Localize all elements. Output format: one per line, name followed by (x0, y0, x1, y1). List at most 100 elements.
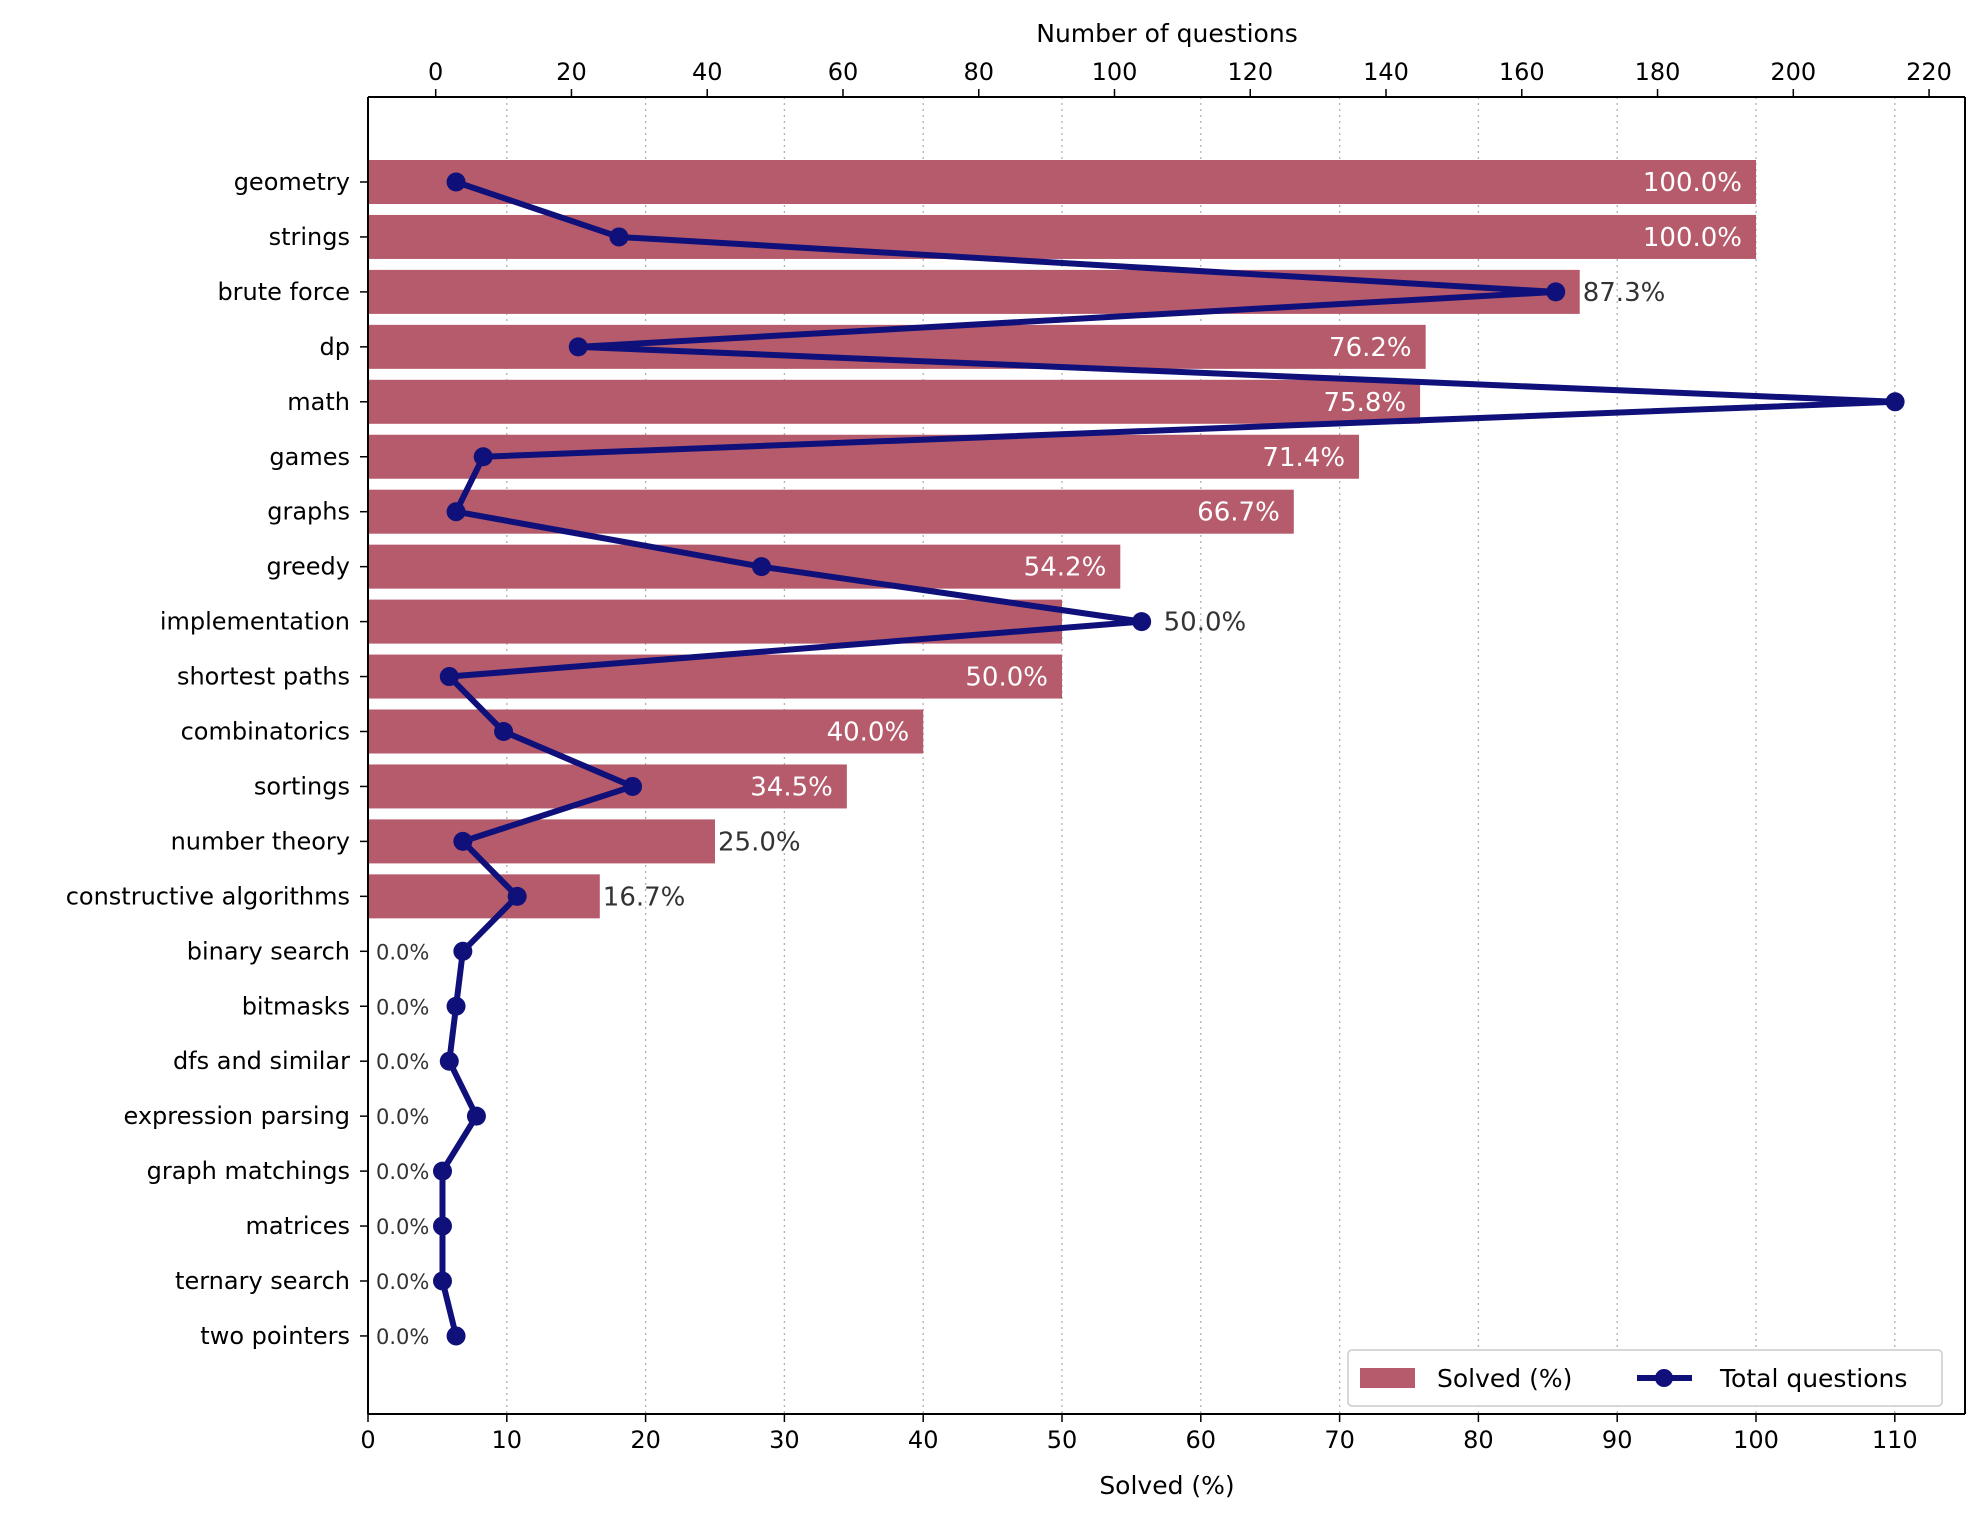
x-tick-label-0: 0 (360, 1426, 375, 1454)
x-tick-label-30: 30 (769, 1426, 800, 1454)
legend-swatch-total-marker (1655, 1369, 1673, 1387)
total-questions-marker (453, 831, 473, 851)
total-questions-marker (609, 227, 629, 247)
top-tick-label-140: 140 (1363, 58, 1409, 86)
x-tick-label-100: 100 (1733, 1426, 1779, 1454)
bar-value-label: 0.0% (376, 1270, 429, 1294)
total-questions-line (439, 179, 1899, 1337)
bar-value-label: 16.7% (603, 882, 686, 912)
x-tick-label-70: 70 (1324, 1426, 1355, 1454)
bar-value-label: 0.0% (376, 1050, 429, 1074)
top-tick-label-220: 220 (1906, 58, 1952, 86)
bar-constructive-algorithms (368, 874, 600, 919)
total-questions-marker (446, 172, 466, 192)
total-questions-marker (1546, 282, 1566, 302)
top-axis-title: Number of questions (1036, 19, 1297, 48)
total-questions-marker (473, 447, 493, 467)
bar-value-label: 50.0% (1164, 608, 1247, 638)
total-questions-marker (446, 996, 466, 1016)
total-questions-marker (568, 337, 588, 357)
x-tick-label-20: 20 (630, 1426, 661, 1454)
top-tick-label-40: 40 (692, 58, 723, 86)
x-tick-label-90: 90 (1602, 1426, 1633, 1454)
legend-swatch-solved (1360, 1368, 1415, 1388)
total-questions-marker (752, 557, 772, 577)
total-questions-marker (439, 667, 459, 687)
category-label: implementation (160, 608, 350, 636)
bar-value-label: 71.4% (1262, 443, 1345, 473)
category-label: ternary search (175, 1267, 350, 1295)
x-tick-label-50: 50 (1047, 1426, 1078, 1454)
bar-value-label: 25.0% (718, 827, 801, 857)
line-series-total-questions (432, 172, 1905, 1346)
top-tick-label-60: 60 (828, 58, 859, 86)
category-label: strings (269, 223, 350, 251)
x-tick-label-80: 80 (1463, 1426, 1494, 1454)
x-axis-title: Solved (%) (1099, 1471, 1234, 1500)
bar-value-label: 75.8% (1323, 388, 1406, 418)
bar-value-label: 0.0% (376, 995, 429, 1019)
total-questions-marker (446, 1326, 466, 1346)
bar-sortings (368, 764, 847, 809)
bar-value-label: 0.0% (376, 1325, 429, 1349)
category-label: dfs and similar (173, 1047, 350, 1075)
legend: Solved (%) Total questions (1347, 1349, 1943, 1407)
bar-value-label: 100.0% (1643, 223, 1742, 253)
bar-value-label: 0.0% (376, 1105, 429, 1129)
top-tick-label-200: 200 (1770, 58, 1816, 86)
bar-value-label: 76.2% (1329, 333, 1412, 363)
category-label: two pointers (200, 1322, 350, 1350)
total-questions-marker (453, 941, 473, 961)
bar-value-label: 34.5% (750, 772, 833, 802)
category-label: number theory (171, 827, 350, 855)
top-tick-label-20: 20 (556, 58, 587, 86)
category-label: math (287, 388, 350, 416)
bar-value-label: 0.0% (376, 940, 429, 964)
total-questions-marker (1885, 392, 1905, 412)
bar-combinatorics (368, 709, 924, 754)
axes: 0 10 20 30 40 50 60 70 80 90 100 110 0 20 40 60 80 100 120… (66, 58, 1966, 1454)
bar-value-label: 40.0% (827, 718, 910, 748)
bar-geometry (368, 160, 1756, 204)
bar-strings (368, 214, 1756, 259)
bar-value-labels: 100.0% 100.0% 87.3% 76.2% 75.8% 71.4% 66.7% 54.… (376, 168, 1742, 1349)
bar-math (368, 379, 1421, 424)
category-label: dp (320, 333, 350, 361)
x-tick-label-40: 40 (908, 1426, 939, 1454)
x-tick-label-110: 110 (1872, 1426, 1918, 1454)
total-questions-marker (432, 1161, 452, 1181)
bar-value-label: 87.3% (1583, 278, 1666, 308)
legend-label-total: Total questions (1719, 1364, 1907, 1393)
category-label: combinatorics (181, 718, 350, 746)
total-questions-marker (507, 886, 527, 906)
bar-graphs (368, 489, 1294, 534)
bar-value-label: 54.2% (1024, 553, 1107, 583)
bar-value-label: 100.0% (1643, 168, 1742, 198)
bar-value-label: 0.0% (376, 1215, 429, 1239)
category-label: graphs (267, 498, 350, 526)
top-tick-label-120: 120 (1227, 58, 1273, 86)
top-tick-label-80: 80 (963, 58, 994, 86)
bar-value-label: 50.0% (965, 663, 1048, 693)
top-tick-label-180: 180 (1635, 58, 1681, 86)
total-questions-marker (446, 502, 466, 522)
category-label: shortest paths (177, 663, 350, 691)
total-questions-marker (432, 1216, 452, 1236)
category-label: games (269, 443, 350, 471)
total-questions-marker (494, 722, 514, 741)
total-questions-marker (432, 1271, 452, 1291)
x-tick-label-60: 60 (1186, 1426, 1217, 1454)
category-label: graph matchings (147, 1157, 350, 1185)
total-questions-marker (439, 1051, 459, 1071)
bar-brute-force (368, 269, 1580, 314)
total-questions-marker (623, 776, 643, 796)
category-label: brute force (217, 278, 350, 306)
bar-value-label: 0.0% (376, 1160, 429, 1184)
category-label: greedy (266, 553, 350, 581)
top-tick-label-0: 0 (428, 58, 443, 86)
top-tick-label-100: 100 (1092, 58, 1138, 86)
total-questions-marker (1132, 612, 1152, 632)
bar-number-theory (368, 819, 715, 864)
category-label: matrices (246, 1212, 351, 1240)
